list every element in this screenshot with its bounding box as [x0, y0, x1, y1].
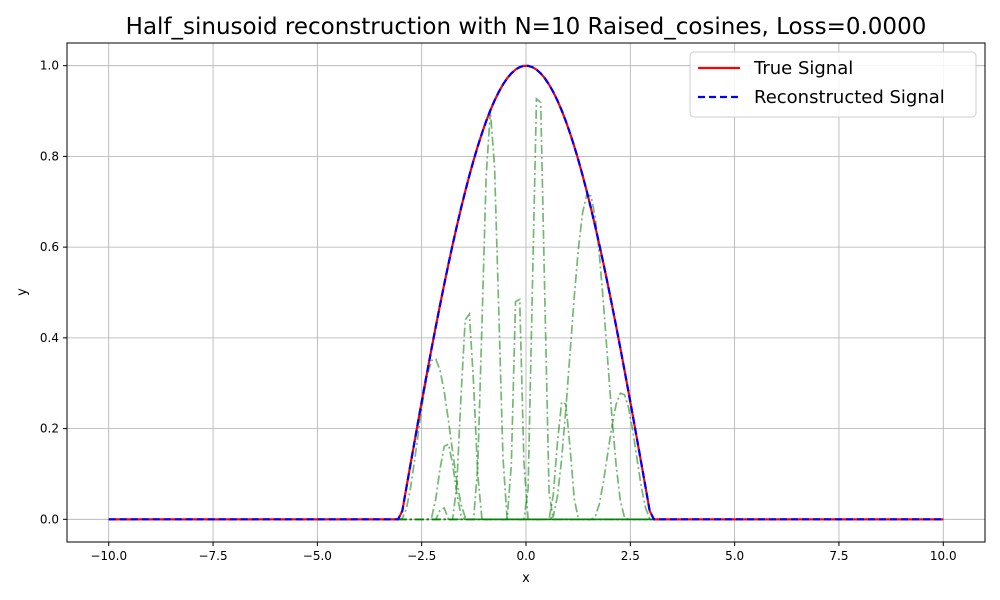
x-tick-label: 2.5 [621, 549, 640, 563]
x-tick-label: 0.0 [516, 549, 535, 563]
x-tick-label: −5.0 [303, 549, 332, 563]
y-ticks: 0.0 0.2 0.4 0.6 0.8 1.0 [40, 59, 67, 526]
x-tick-label: 5.0 [725, 549, 744, 563]
legend-box [689, 51, 977, 118]
legend-label: True Signal [753, 58, 853, 79]
x-tick-label: −7.5 [198, 549, 227, 563]
x-tick-label: −10.0 [90, 549, 127, 563]
legend: True Signal Reconstructed Signal [689, 51, 977, 118]
y-tick-label: 0.0 [40, 512, 59, 526]
x-tick-label: −2.5 [407, 549, 436, 563]
y-tick-label: 1.0 [40, 59, 59, 73]
x-tick-label: 10.0 [930, 549, 957, 563]
legend-label: Reconstructed Signal [754, 87, 945, 108]
y-tick-label: 0.6 [40, 240, 59, 254]
y-axis-label: y [15, 288, 30, 296]
x-ticks: −10.0 −7.5 −5.0 −2.5 0.0 2.5 5.0 7.5 10.0 [90, 542, 957, 563]
chart-title: Half_sinusoid reconstruction with N=10 R… [126, 14, 927, 40]
series-lines [108, 64, 944, 521]
y-tick-label: 0.4 [40, 331, 59, 345]
x-axis-label: x [522, 571, 530, 586]
y-tick-label: 0.8 [40, 149, 59, 163]
reconstructed-signal-line [108, 64, 944, 521]
x-tick-label: 7.5 [829, 549, 848, 563]
y-tick-label: 0.2 [40, 422, 59, 436]
